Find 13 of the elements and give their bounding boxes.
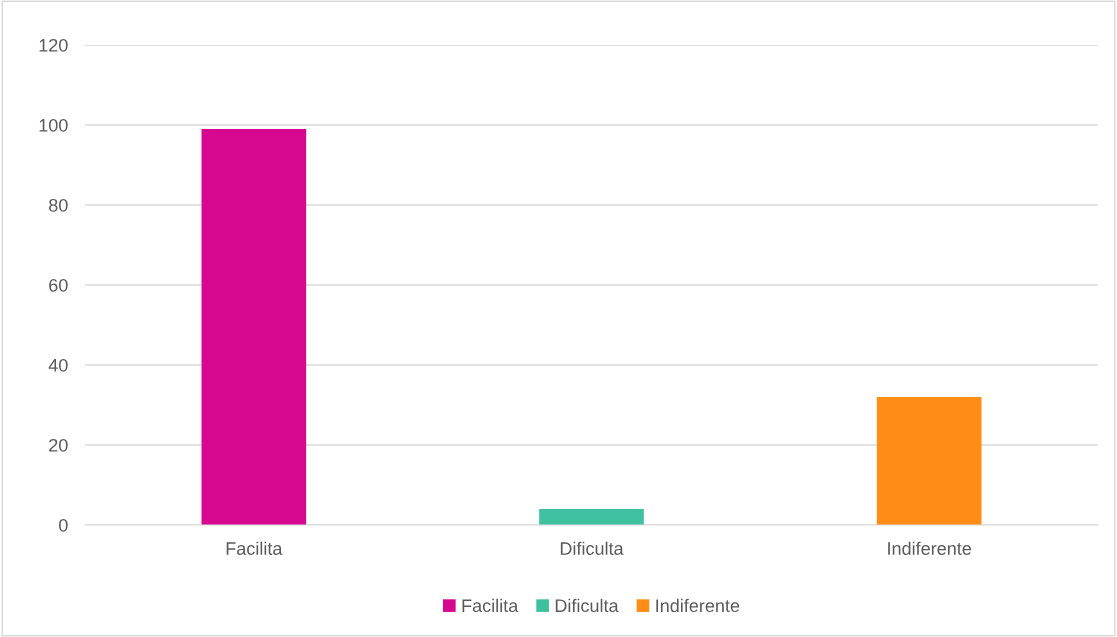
y-tick-label: 100 [39, 118, 68, 132]
y-tick-label: 120 [39, 38, 68, 52]
y-tick-label: 0 [59, 518, 68, 532]
legend-label: Indiferente [656, 598, 740, 613]
x-tick-label: Dificulta [560, 541, 624, 555]
legend-label: Dificulta [555, 598, 619, 613]
x-tick-label: Facilita [226, 541, 283, 555]
legend-label: Facilita [462, 598, 519, 613]
y-tick-label: 40 [48, 358, 68, 372]
y-tick-label: 80 [49, 198, 68, 212]
x-tick-label: Indiferente [888, 541, 972, 555]
y-tick-label: 60 [49, 278, 68, 292]
y-tick-label: 20 [49, 438, 68, 452]
